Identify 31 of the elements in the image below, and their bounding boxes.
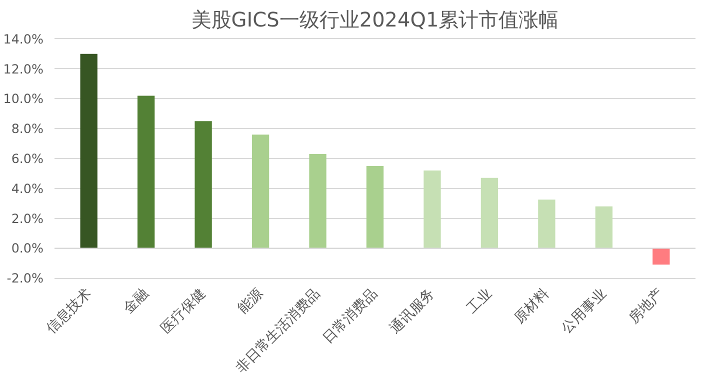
y-tick-label: 6.0%: [11, 151, 44, 166]
y-tick-label: 12.0%: [3, 61, 44, 76]
x-tick-label: 公用事业: [558, 286, 610, 337]
y-tick-label: 14.0%: [3, 31, 44, 46]
x-tick-label: 房地产: [626, 286, 667, 327]
x-tick-label: 医疗保健: [158, 286, 209, 337]
bar: [194, 121, 212, 248]
x-tick-label: 通讯服务: [386, 286, 438, 337]
y-tick-label: 4.0%: [11, 180, 44, 196]
bar: [595, 206, 613, 248]
y-tick-label: 2.0%: [11, 210, 44, 226]
bar: [538, 200, 556, 248]
x-tick-label: 工业: [464, 286, 496, 317]
bar: [137, 96, 155, 248]
x-tick-label: 日常消费品: [320, 286, 381, 347]
y-tick-label: 8.0%: [11, 121, 44, 136]
chart-title: 美股GICS一级行业2024Q1累计市值涨幅: [191, 8, 559, 32]
x-tick-label: 金融: [120, 286, 152, 317]
y-tick-label: 0.0%: [11, 240, 44, 256]
bar: [424, 170, 441, 248]
x-tick-label: 信息技术: [44, 286, 94, 337]
x-tick-label: 原材料: [511, 286, 552, 327]
y-tick-label: -2.0%: [6, 270, 44, 286]
bar: [309, 154, 326, 248]
bar: [80, 54, 98, 248]
bar: [652, 248, 670, 265]
bar: [252, 134, 270, 248]
y-tick-label: 10.0%: [3, 91, 44, 106]
bar: [366, 166, 384, 248]
bar: [480, 178, 498, 248]
x-tick-label: 能源: [235, 286, 266, 317]
